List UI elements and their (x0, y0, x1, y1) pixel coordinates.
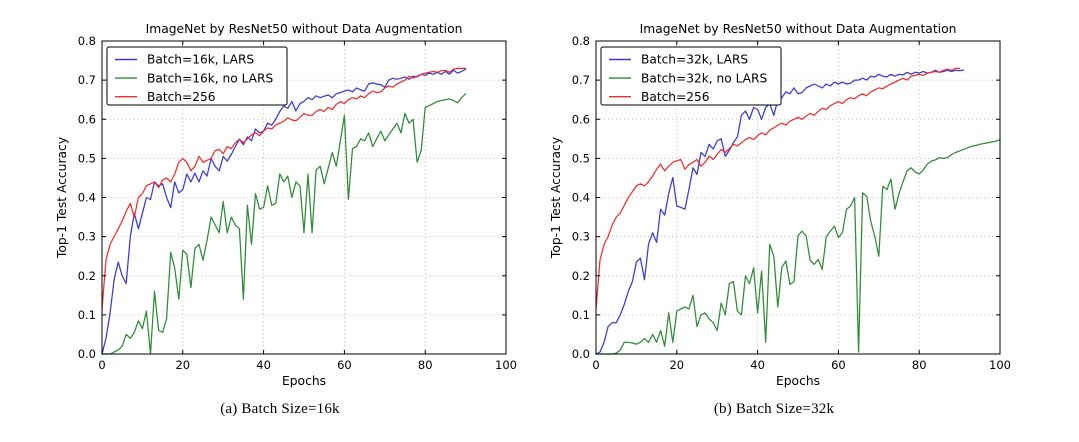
x-tick-label: 40 (256, 358, 271, 372)
y-axis-label: Top-1 Test Accuracy (55, 137, 69, 259)
y-tick-label: 0.1 (78, 308, 96, 322)
y-tick-label: 0.4 (572, 191, 590, 205)
legend-label: Batch=32k, no LARS (641, 71, 767, 85)
x-tick-label: 0 (592, 358, 599, 372)
y-tick-label: 0.5 (78, 151, 96, 165)
x-tick-label: 100 (495, 358, 517, 372)
x-tick-label: 60 (831, 358, 846, 372)
legend-label: Batch=16k, no LARS (147, 71, 273, 85)
x-tick-label: 80 (418, 358, 433, 372)
y-tick-label: 0.4 (78, 191, 96, 205)
y-tick-label: 0.7 (78, 73, 96, 87)
legend-label: Batch=256 (147, 90, 216, 104)
y-tick-label: 0.3 (78, 230, 96, 244)
series-line-batch-16k-lars (101, 68, 467, 355)
y-tick-label: 0.7 (572, 73, 590, 87)
series-line-batch-256 (101, 67, 467, 310)
y-tick-label: 0.1 (572, 308, 590, 322)
legend-label: Batch=256 (641, 90, 710, 104)
x-tick-label: 40 (750, 358, 765, 372)
x-axis-label: Epochs (282, 374, 326, 388)
series-line-batch-32k-no-lars (595, 138, 1001, 355)
caption-a: (a) Batch Size=16k (220, 401, 340, 417)
y-axis-label: Top-1 Test Accuracy (549, 137, 563, 259)
x-tick-label: 20 (669, 358, 684, 372)
y-tick-label: 0.6 (78, 112, 96, 126)
y-tick-label: 0.5 (572, 151, 590, 165)
x-tick-label: 20 (175, 358, 190, 372)
y-tick-label: 0.0 (78, 347, 96, 361)
y-tick-label: 0.8 (572, 34, 590, 48)
series-line-batch-32k-lars (595, 69, 965, 355)
x-tick-label: 100 (989, 358, 1011, 372)
y-tick-label: 0.2 (572, 269, 590, 283)
legend-label: Batch=16k, LARS (147, 53, 254, 67)
y-tick-label: 0.0 (572, 347, 590, 361)
x-axis-label: Epochs (776, 374, 820, 388)
legend-box (106, 46, 288, 106)
legend-label: Batch=32k, LARS (641, 53, 748, 67)
plot-svg: 0 20 40 60 80 100 0.0 0.1 0.2 0.3 0.4 0.5 0.6 0.7 0.8 I… (55, 22, 517, 388)
plot-svg: 0 20 40 60 80 100 0.0 0.1 0.2 0.3 0.4 0.5 0.6 0.7 0.8 I… (549, 22, 1011, 388)
chart-title: ImageNet by ResNet50 without Data Augmen… (146, 22, 463, 36)
series-line-batch-256 (595, 67, 961, 310)
chart-batch-16k: 0 20 40 60 80 100 0.0 0.1 0.2 0.3 0.4 0.5 0.6 0.7 0.8 I… (40, 6, 520, 398)
legend-box (600, 46, 782, 106)
caption-b: (b) Batch Size=32k (713, 401, 835, 417)
x-tick-label: 60 (337, 358, 352, 372)
y-tick-label: 0.6 (572, 112, 590, 126)
series-line-batch-16k-no-lars (101, 93, 467, 355)
chart-batch-32k: 0 20 40 60 80 100 0.0 0.1 0.2 0.3 0.4 0.5 0.6 0.7 0.8 I… (534, 6, 1014, 398)
y-tick-label: 0.3 (572, 230, 590, 244)
y-tick-label: 0.8 (78, 34, 96, 48)
chart-title: ImageNet by ResNet50 without Data Augmen… (640, 22, 957, 36)
x-tick-label: 0 (98, 358, 105, 372)
y-tick-label: 0.2 (78, 269, 96, 283)
x-tick-label: 80 (912, 358, 927, 372)
